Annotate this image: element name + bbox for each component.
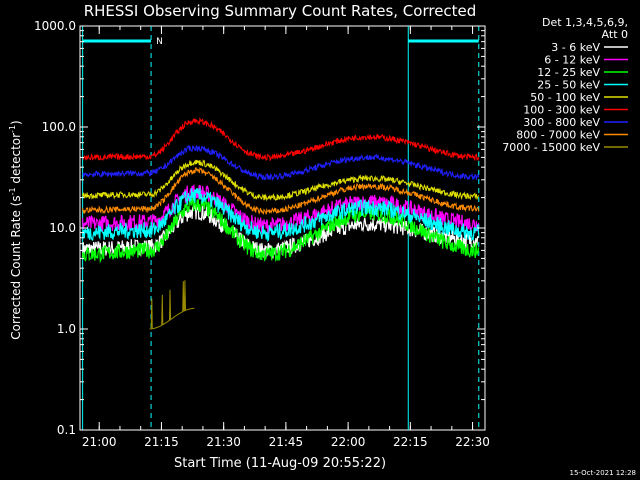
series-line [82,159,480,202]
x-tick-label: 21:00 [82,435,117,449]
vertical-markers [82,26,480,430]
legend-label: 100 - 300 keV [523,104,600,117]
legend-label: 7000 - 15000 keV [502,141,600,154]
series-line [82,144,480,182]
y-tick-label: 100.0 [42,120,76,134]
y-tick-label: 1.0 [57,322,76,336]
x-tick-label: 22:30 [455,435,490,449]
series-line [82,184,480,234]
series-line [82,116,480,162]
series-line [149,280,195,330]
x-tick-label: 21:15 [144,435,179,449]
y-axis: 0.1 1.0 10.0 100.0 1000.0 [34,19,485,437]
x-axis: 21:00 21:15 21:30 21:45 22:00 22:15 22:30 [82,26,490,449]
x-tick-label: 21:30 [206,435,241,449]
legend-label: 50 - 100 keV [530,91,600,104]
y-tick-label: 1000.0 [34,19,76,33]
footer-timestamp: 15-Oct-2021 12:28 [570,469,636,477]
series-line [82,204,480,260]
legend-label: 3 - 6 keV [551,41,600,54]
series-line [82,166,480,215]
bar-marker-label: N [156,37,163,47]
chart-title: RHESSI Observing Summary Count Rates, Co… [84,2,477,20]
x-axis-label: Start Time (11-Aug-09 20:55:22) [174,456,386,471]
series-line [82,188,480,243]
legend-label: 300 - 800 keV [523,116,600,129]
legend-header-line-2: Att 0 [602,28,628,41]
series-line [82,197,480,264]
legend-header-line-1: Det 1,3,4,5,6,9, [542,16,628,29]
x-tick-label: 22:15 [393,435,428,449]
legend-label: 25 - 50 keV [537,79,600,92]
y-axis-label: Corrected Count Rate (s-1 detector-1) [8,120,23,339]
y-tick-label: 10.0 [49,221,76,235]
legend-label: 800 - 7000 keV [516,129,600,142]
legend-label: 6 - 12 keV [544,54,600,67]
y-tick-label: 0.1 [57,423,76,437]
series-layer [82,116,480,330]
legend-label: 12 - 25 keV [537,66,600,79]
x-tick-label: 22:00 [331,435,366,449]
x-tick-label: 21:45 [269,435,304,449]
